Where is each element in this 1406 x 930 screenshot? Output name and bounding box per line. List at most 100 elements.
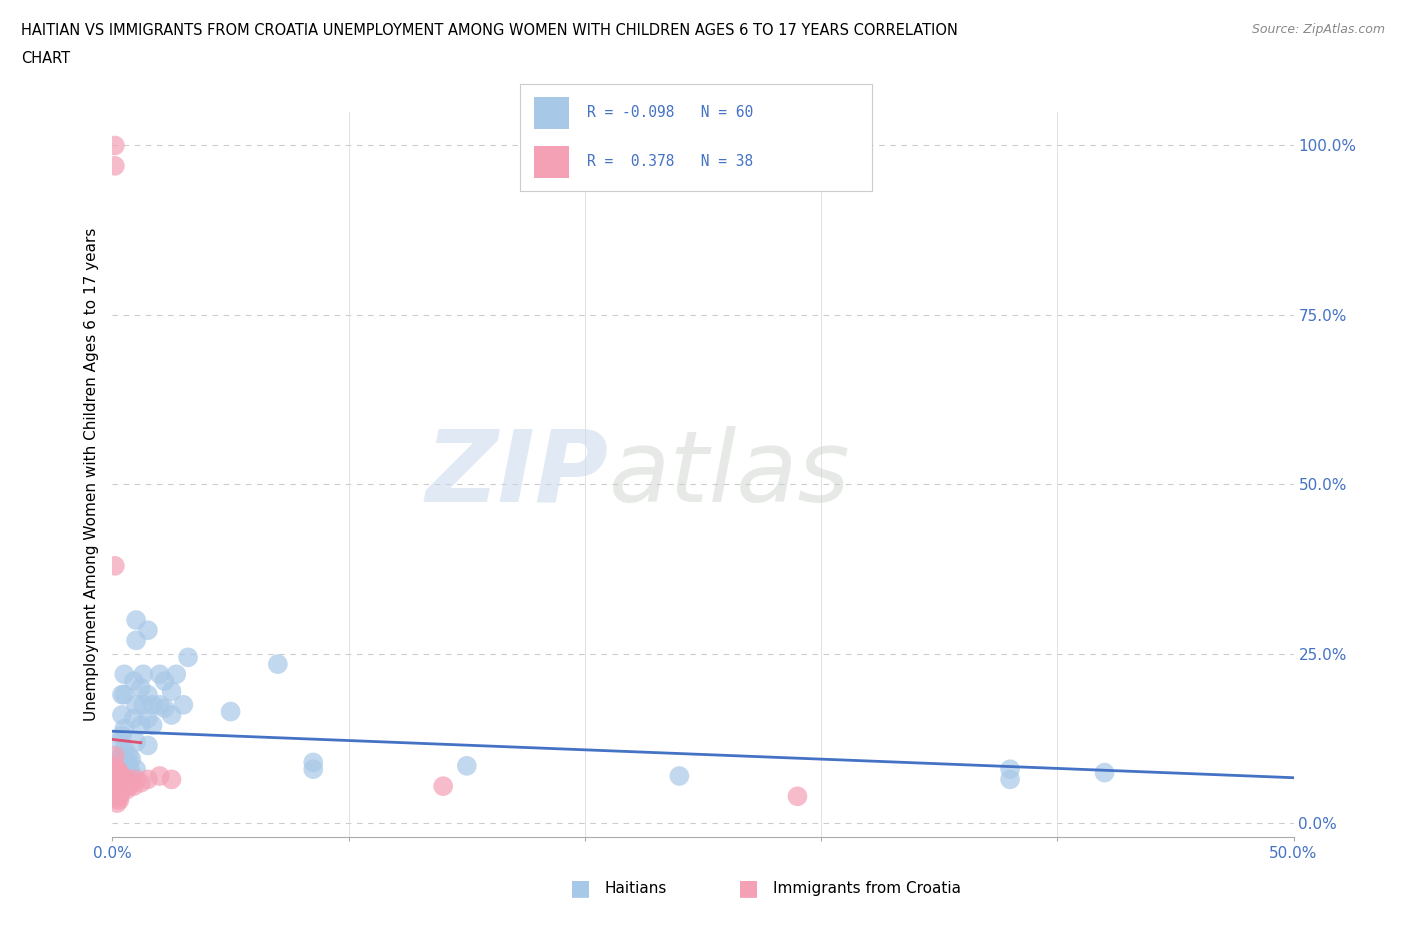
Point: [104, 558, 127, 573]
Point: [104, 778, 127, 793]
Text: Haitians: Haitians: [605, 881, 666, 896]
Text: CHART: CHART: [21, 51, 70, 66]
Bar: [534, 146, 569, 178]
Point: [142, 718, 165, 733]
Point: [132, 698, 155, 712]
Point: [112, 687, 135, 702]
Point: [125, 762, 148, 777]
Bar: [534, 97, 569, 128]
Point: [998, 772, 1021, 787]
Point: [136, 711, 159, 725]
Point: [105, 786, 128, 801]
Point: [120, 772, 142, 787]
Point: [105, 765, 128, 780]
Point: [105, 796, 128, 811]
Point: [160, 684, 183, 698]
Text: HAITIAN VS IMMIGRANTS FROM CROATIA UNEMPLOYMENT AMONG WOMEN WITH CHILDREN AGES 6: HAITIAN VS IMMIGRANTS FROM CROATIA UNEMP…: [21, 23, 957, 38]
Point: [125, 633, 148, 648]
Point: [111, 778, 134, 793]
Point: [122, 778, 145, 793]
Point: [111, 749, 134, 764]
Point: [115, 782, 138, 797]
Point: [111, 768, 134, 783]
Point: [111, 687, 134, 702]
Point: [118, 758, 141, 773]
Point: [136, 687, 159, 702]
Point: [105, 778, 128, 793]
Point: [165, 667, 187, 682]
Point: [108, 735, 131, 750]
Point: [118, 749, 141, 764]
Point: [105, 751, 128, 766]
Point: [302, 762, 325, 777]
Point: [105, 762, 128, 777]
Point: [122, 711, 145, 725]
Point: [125, 613, 148, 628]
Point: [149, 768, 172, 783]
Point: [112, 776, 135, 790]
Point: [125, 772, 148, 787]
Point: [998, 762, 1021, 777]
Point: [125, 735, 148, 750]
Point: [104, 786, 127, 801]
Point: [111, 708, 134, 723]
Point: [668, 768, 690, 783]
Point: [136, 623, 159, 638]
Point: [104, 762, 127, 777]
Point: [104, 789, 127, 804]
Text: ■: ■: [738, 878, 759, 898]
Point: [118, 778, 141, 793]
Point: [125, 698, 148, 712]
Point: [153, 700, 176, 715]
Point: [160, 708, 183, 723]
Point: [115, 776, 138, 790]
Point: [105, 789, 128, 804]
Point: [112, 721, 135, 736]
Point: [108, 776, 131, 790]
Point: [129, 776, 152, 790]
Point: [111, 762, 134, 777]
Point: [111, 782, 134, 797]
Point: [172, 698, 194, 712]
Point: [105, 772, 128, 787]
Point: [136, 738, 159, 753]
Point: [267, 657, 290, 671]
Point: [112, 758, 135, 773]
Point: [118, 772, 141, 787]
Point: [105, 782, 128, 797]
Point: [432, 778, 454, 793]
Point: [115, 751, 138, 766]
Point: [456, 758, 478, 773]
Point: [302, 755, 325, 770]
Text: atlas: atlas: [609, 426, 851, 523]
Point: [108, 792, 131, 807]
Point: [104, 786, 127, 801]
Point: [104, 749, 127, 764]
Point: [786, 789, 808, 804]
Point: [104, 772, 127, 787]
Point: [136, 772, 159, 787]
Point: [104, 158, 127, 173]
Point: [111, 728, 134, 743]
Point: [129, 718, 152, 733]
Point: [120, 776, 142, 790]
Text: R =  0.378   N = 38: R = 0.378 N = 38: [588, 154, 754, 169]
Point: [104, 765, 127, 780]
Point: [120, 765, 142, 780]
Text: R = -0.098   N = 60: R = -0.098 N = 60: [588, 105, 754, 120]
Text: Source: ZipAtlas.com: Source: ZipAtlas.com: [1251, 23, 1385, 36]
Point: [108, 782, 131, 797]
Point: [104, 772, 127, 787]
Point: [132, 667, 155, 682]
Point: [219, 704, 242, 719]
Point: [142, 698, 165, 712]
Point: [112, 741, 135, 756]
Y-axis label: Unemployment Among Women with Children Ages 6 to 17 years: Unemployment Among Women with Children A…: [83, 228, 98, 721]
Point: [160, 772, 183, 787]
Point: [149, 698, 172, 712]
Point: [149, 667, 172, 682]
Point: [108, 765, 131, 780]
Point: [104, 758, 127, 773]
Point: [105, 772, 128, 787]
Point: [108, 765, 131, 780]
